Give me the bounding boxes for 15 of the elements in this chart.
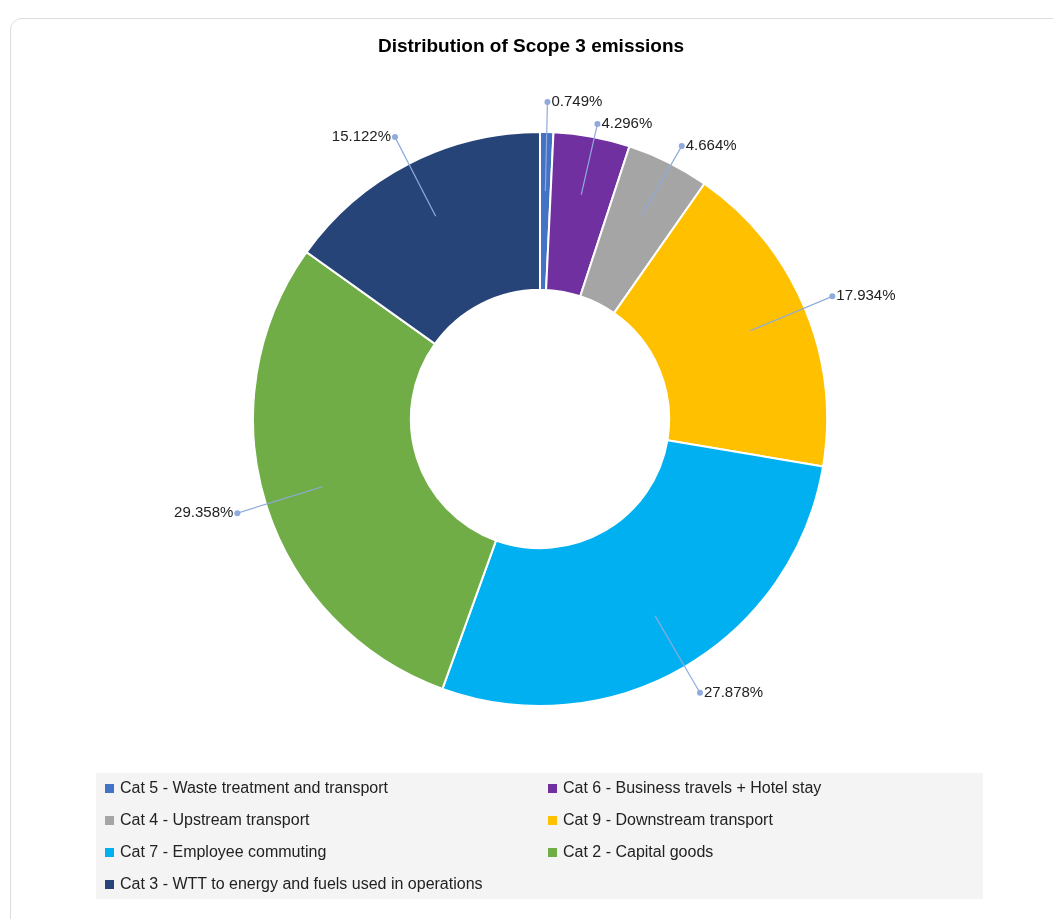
- legend-label: Cat 5 - Waste treatment and transport: [120, 779, 388, 797]
- legend-label: Cat 6 - Business travels + Hotel stay: [563, 779, 822, 797]
- legend-label: Cat 7 - Employee commuting: [120, 843, 327, 861]
- data-label: 0.749%: [551, 92, 603, 110]
- data-label: 15.122%: [331, 127, 391, 145]
- data-label: 4.296%: [601, 114, 653, 132]
- legend-label: Cat 4 - Upstream transport: [120, 811, 310, 829]
- chart-title: Distribution of Scope 3 emissions: [376, 35, 686, 57]
- data-label: 29.358%: [174, 503, 234, 521]
- legend-label: Cat 3 - WTT to energy and fuels used in operations: [120, 875, 483, 893]
- data-label: 4.664%: [685, 136, 737, 154]
- legend-label: Cat 2 - Capital goods: [563, 843, 714, 861]
- data-label: 27.878%: [703, 682, 764, 700]
- legend-label: Cat 9 - Downstream transport: [563, 811, 773, 829]
- data-label: 17.934%: [836, 286, 896, 304]
